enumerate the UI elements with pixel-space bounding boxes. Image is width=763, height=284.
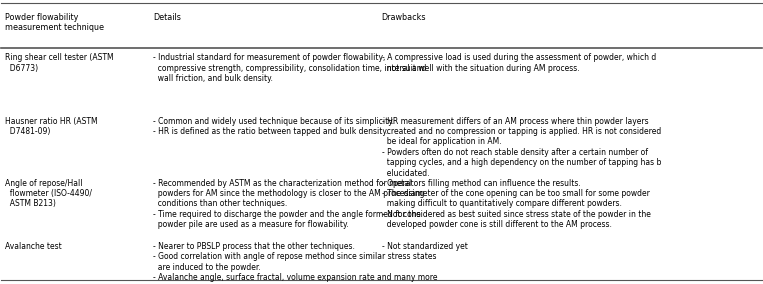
- Text: Drawbacks: Drawbacks: [382, 12, 426, 22]
- Text: - Recommended by ASTM as the characterization method for metal
  powders for AM : - Recommended by ASTM as the characteriz…: [153, 179, 425, 229]
- Text: - Not standardized yet: - Not standardized yet: [382, 242, 468, 251]
- Text: Avalanche test: Avalanche test: [5, 242, 62, 251]
- Text: - Common and widely used technique because of its simplicity.
- HR is defined as: - Common and widely used technique becau…: [153, 117, 394, 136]
- Text: Powder flowability
measurement technique: Powder flowability measurement technique: [5, 12, 105, 32]
- Text: - HR measurement differs of an AM process where thin powder layers
  created and: - HR measurement differs of an AM proces…: [382, 117, 661, 178]
- Text: - Industrial standard for measurement of powder flowability,
  compressive stren: - Industrial standard for measurement of…: [153, 53, 427, 83]
- Text: - Operators filling method can influence the results.
- The diameter of the cone: - Operators filling method can influence…: [382, 179, 650, 229]
- Text: Angle of repose/Hall
  flowmeter (ISO-4490/
  ASTM B213): Angle of repose/Hall flowmeter (ISO-4490…: [5, 179, 92, 208]
- Text: Details: Details: [153, 12, 182, 22]
- Text: Ring shear cell tester (ASTM
  D6773): Ring shear cell tester (ASTM D6773): [5, 53, 114, 73]
- Text: - A compressive load is used during the assessment of powder, which d
  not suit: - A compressive load is used during the …: [382, 53, 655, 73]
- Text: - Nearer to PBSLP process that the other techniques.
- Good correlation with ang: - Nearer to PBSLP process that the other…: [153, 242, 438, 284]
- Text: Hausner ratio HR (ASTM
  D7481-09): Hausner ratio HR (ASTM D7481-09): [5, 117, 98, 136]
